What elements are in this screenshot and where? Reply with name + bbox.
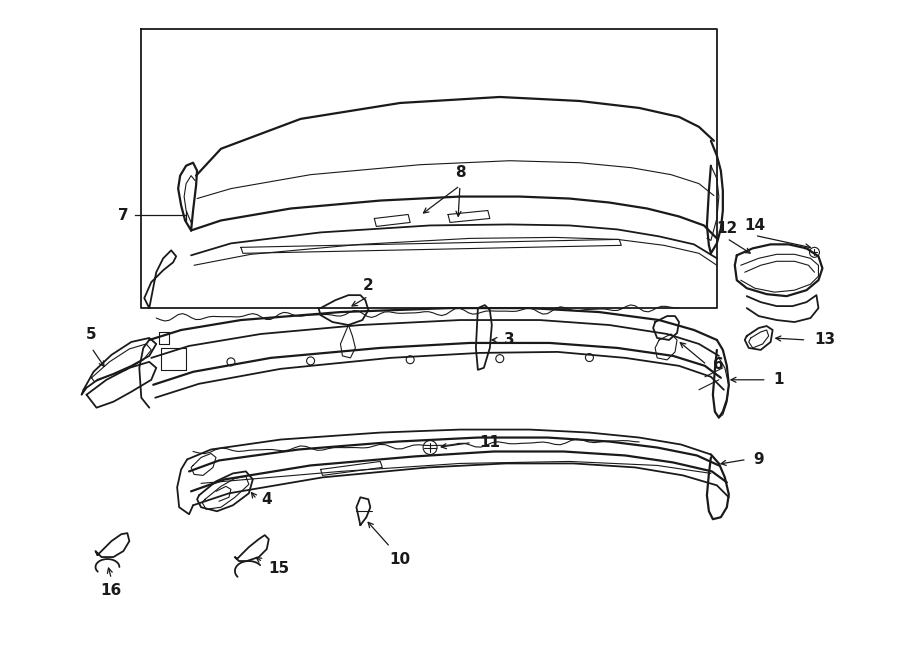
Text: 16: 16 [101, 584, 122, 598]
Text: 6: 6 [714, 358, 724, 372]
Text: 2: 2 [363, 278, 374, 293]
Text: 11: 11 [480, 435, 500, 450]
Text: 14: 14 [744, 218, 765, 233]
Text: 3: 3 [504, 332, 515, 348]
Text: 1: 1 [773, 372, 784, 387]
Text: 7: 7 [118, 208, 129, 223]
Text: 15: 15 [268, 561, 289, 576]
Text: 4: 4 [262, 492, 272, 507]
Text: 8: 8 [454, 165, 465, 180]
Text: 10: 10 [390, 551, 410, 566]
Text: 13: 13 [814, 332, 835, 348]
Text: 9: 9 [753, 452, 764, 467]
Text: 12: 12 [716, 221, 737, 236]
Text: 5: 5 [86, 327, 97, 342]
